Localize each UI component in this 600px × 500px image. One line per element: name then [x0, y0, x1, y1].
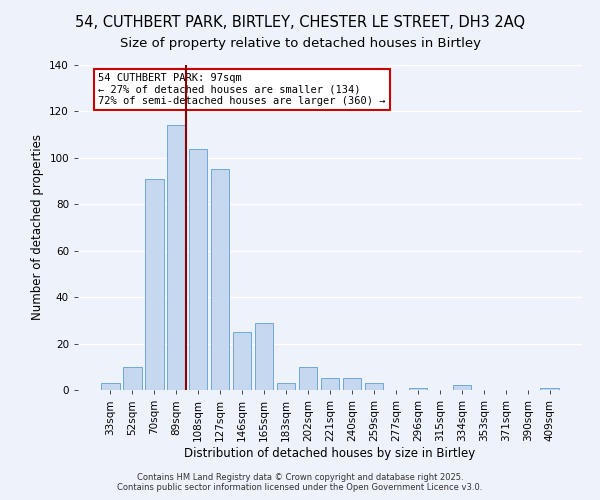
Bar	[233, 332, 251, 390]
X-axis label: Distribution of detached houses by size in Birtley: Distribution of detached houses by size …	[184, 446, 476, 460]
Bar	[123, 367, 142, 390]
Bar	[320, 378, 340, 390]
Bar	[365, 383, 383, 390]
Text: 54 CUTHBERT PARK: 97sqm
← 27% of detached houses are smaller (134)
72% of semi-d: 54 CUTHBERT PARK: 97sqm ← 27% of detache…	[98, 73, 386, 106]
Bar	[541, 388, 559, 390]
Bar	[452, 386, 471, 390]
Y-axis label: Number of detached properties: Number of detached properties	[31, 134, 44, 320]
Text: Contains HM Land Registry data © Crown copyright and database right 2025.
Contai: Contains HM Land Registry data © Crown c…	[118, 473, 482, 492]
Bar	[189, 148, 208, 390]
Bar	[299, 367, 317, 390]
Bar	[277, 383, 295, 390]
Bar	[343, 378, 361, 390]
Bar	[255, 322, 274, 390]
Bar	[211, 170, 229, 390]
Bar	[101, 383, 119, 390]
Bar	[409, 388, 427, 390]
Bar	[145, 179, 164, 390]
Text: 54, CUTHBERT PARK, BIRTLEY, CHESTER LE STREET, DH3 2AQ: 54, CUTHBERT PARK, BIRTLEY, CHESTER LE S…	[75, 15, 525, 30]
Bar	[167, 126, 185, 390]
Text: Size of property relative to detached houses in Birtley: Size of property relative to detached ho…	[119, 38, 481, 51]
